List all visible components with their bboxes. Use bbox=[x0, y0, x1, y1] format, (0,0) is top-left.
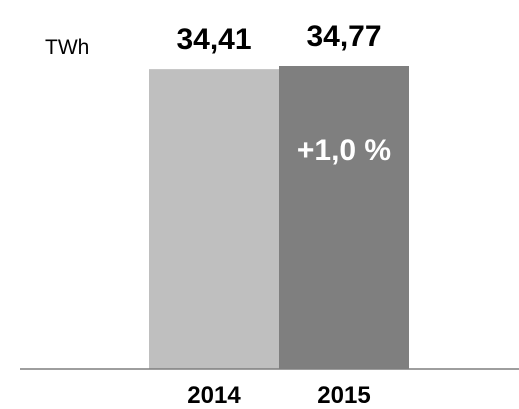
value-label-2015: 34,77 bbox=[306, 20, 381, 53]
bar-2015 bbox=[279, 66, 409, 369]
bar-2014 bbox=[149, 69, 279, 370]
x-tick-label-2015: 2015 bbox=[317, 382, 370, 409]
change-annotation: +1,0 % bbox=[297, 134, 391, 167]
x-tick-label-2014: 2014 bbox=[187, 382, 241, 409]
value-label-2014: 34,41 bbox=[176, 23, 251, 56]
y-unit-label: TWh bbox=[45, 36, 89, 59]
